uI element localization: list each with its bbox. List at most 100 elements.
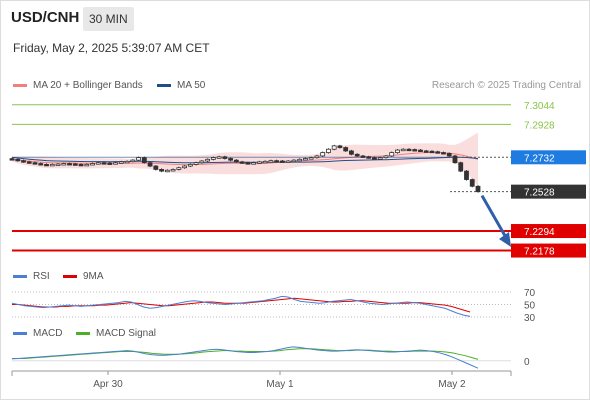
candle-body [314, 155, 320, 159]
candle-body [21, 160, 26, 163]
interval-badge[interactable]: 30 MIN [83, 7, 134, 31]
candle-body [429, 150, 435, 154]
candle-body [9, 158, 15, 161]
candle-body [118, 161, 124, 164]
candle-body [233, 159, 239, 163]
rsi-ma-line [12, 297, 471, 313]
candle-body [210, 157, 216, 160]
candle-body [458, 162, 464, 172]
last-tag [511, 184, 586, 199]
candle-body [90, 163, 95, 166]
candle-body [395, 149, 400, 153]
candle-body [222, 156, 228, 159]
candle-body [38, 163, 44, 166]
bollinger-band [12, 132, 478, 187]
support-tag [511, 224, 586, 239]
x-axis-label: Apr 30 [93, 379, 123, 390]
candle-body [182, 165, 187, 169]
candle-body [435, 151, 441, 154]
rsi-level-label: 50 [524, 301, 536, 312]
candle-body [383, 155, 389, 159]
candle-body [170, 169, 176, 172]
candle-body [349, 150, 354, 155]
candle-body [343, 147, 349, 152]
candle-body [464, 170, 469, 180]
candle-body [61, 163, 67, 166]
candle-body [187, 163, 193, 167]
candle-body [268, 160, 274, 163]
candle-body [193, 162, 199, 165]
support-label: 7.2178 [524, 247, 555, 258]
candle-body [153, 165, 159, 170]
candle-body [32, 162, 38, 165]
candle-body [113, 162, 118, 165]
candle-body [159, 169, 164, 172]
rsi-line [11, 295, 471, 317]
candle-body [406, 148, 412, 152]
candle-body [216, 156, 222, 159]
rsi-ma-swatch [63, 275, 77, 278]
candle-body [141, 157, 147, 164]
candle-body [176, 167, 182, 170]
candle-body [389, 152, 395, 157]
candle-body [412, 149, 418, 152]
candle-body [469, 179, 475, 187]
candle-body [274, 160, 280, 163]
timestamp: Friday, May 2, 2025 5:39:07 AM CET [13, 41, 210, 55]
macd-line [12, 346, 479, 369]
candle-body [377, 157, 383, 160]
legend-macd-signal-label: MACD Signal [96, 328, 157, 339]
candle-body [136, 157, 141, 161]
candle-body [418, 149, 423, 152]
candle-body [245, 162, 251, 165]
x-axis-label: May 1 [266, 379, 294, 390]
legend-ma20: MA 20 + Bollinger Bands [13, 80, 143, 91]
candle-body [400, 148, 406, 152]
candle-body [205, 158, 211, 162]
candle-body [49, 163, 55, 167]
candle-body [55, 163, 61, 166]
candle-body [303, 158, 308, 161]
candle-body [279, 160, 285, 163]
candle-body [308, 157, 314, 160]
candle-body [441, 152, 446, 155]
candle-body [78, 163, 84, 167]
candle-body [124, 160, 130, 164]
candle-body [228, 158, 234, 161]
candle-body [320, 152, 326, 157]
candle-body [84, 163, 90, 167]
legend-macd-label: MACD [33, 328, 63, 339]
x-axis-label: May 2 [438, 379, 466, 390]
candle-body [67, 163, 72, 166]
ma50-line [11, 156, 479, 164]
candle-body [101, 162, 107, 165]
candle-body [372, 157, 377, 160]
candle-body [95, 162, 101, 165]
candle-body [291, 159, 297, 163]
legend-rsi-ma: 9MA [63, 271, 104, 282]
resistance-label: 7.2928 [524, 120, 555, 131]
candle-body [452, 155, 458, 164]
candle-body [15, 158, 21, 162]
candle-body [147, 162, 153, 167]
macd-zero-label: 0 [524, 357, 530, 368]
chart-header: USD/CNH 30 MIN [0, 0, 590, 36]
ma50-swatch [157, 84, 171, 87]
legend-ma20-label: MA 20 + Bollinger Bands [33, 80, 143, 91]
support-label: 7.2294 [524, 227, 555, 238]
candle-body [475, 185, 481, 193]
candle-body [251, 162, 257, 165]
legend-macd: MACD [13, 328, 62, 339]
candle-body [164, 169, 170, 173]
candle-body [285, 160, 291, 163]
candle-body [423, 150, 429, 153]
candle-body [72, 163, 78, 166]
ma20-line [11, 151, 479, 166]
candle-body [446, 153, 452, 157]
symbol-title: USD/CNH [11, 9, 80, 26]
candle-body [337, 145, 343, 148]
candle-body [331, 145, 337, 150]
candle-body [297, 158, 303, 162]
support-tag [511, 243, 586, 258]
